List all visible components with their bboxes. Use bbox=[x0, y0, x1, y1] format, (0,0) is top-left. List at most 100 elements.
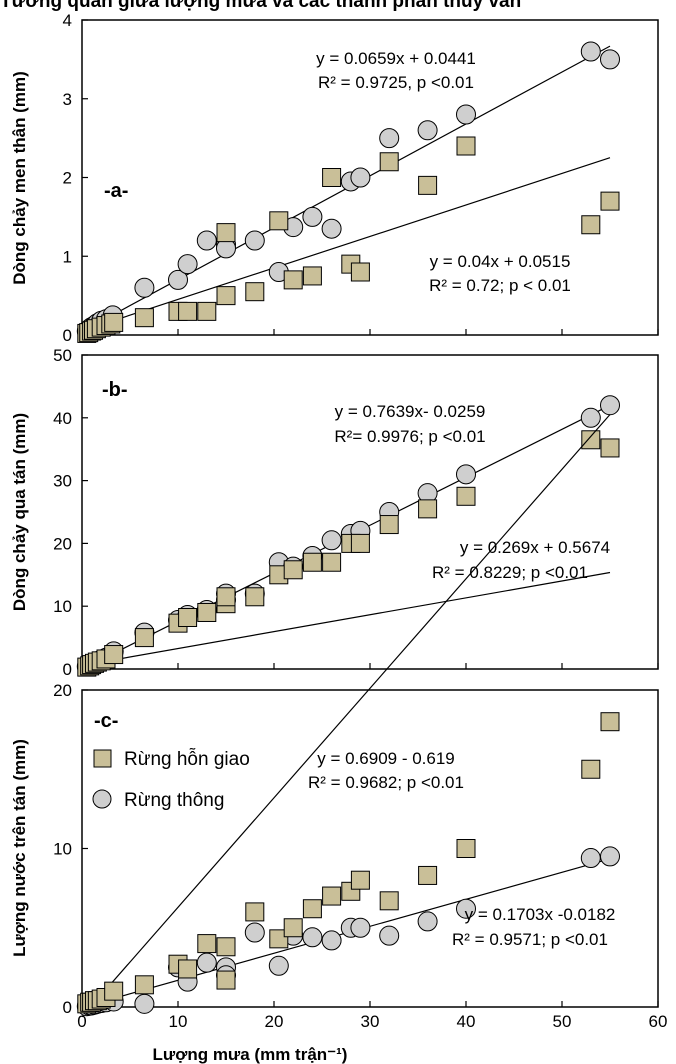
panel-a-point-square bbox=[302, 266, 322, 286]
legend-label-pine-forest: Rừng thông bbox=[124, 790, 224, 811]
panel-a-point-circle bbox=[600, 49, 620, 70]
panel-a-point-circle bbox=[379, 128, 400, 149]
panel-c-xtick-label: 60 bbox=[649, 1012, 668, 1031]
panel-b-point-square bbox=[379, 515, 399, 535]
panel-c-point-circle bbox=[379, 925, 400, 946]
panel-c-frame bbox=[81, 689, 659, 1008]
panel-b-point-square bbox=[418, 499, 438, 519]
panel-b-point-circle bbox=[321, 530, 342, 551]
panel-b-point-square bbox=[283, 560, 303, 580]
panel-c-point-circle bbox=[580, 848, 601, 869]
panel-a-point-square bbox=[456, 136, 476, 156]
panel-a-point-square bbox=[216, 286, 236, 306]
panel-b-point-square bbox=[600, 438, 620, 458]
panel-b-point-square bbox=[581, 430, 601, 450]
panel-b-point-square bbox=[134, 628, 154, 648]
panel-b-tag: -b- bbox=[102, 379, 128, 401]
panel-c-ylabel: Lượng nước trên tán (mm) bbox=[10, 739, 29, 957]
panel-a-point-circle bbox=[417, 120, 438, 141]
panel-b-ytick-label: 0 bbox=[63, 660, 72, 679]
panel-b-point-square bbox=[178, 608, 198, 628]
panel-c-point-circle bbox=[417, 911, 438, 932]
panel-c-point-square bbox=[600, 712, 620, 732]
panel-a-ytick-label: 2 bbox=[63, 169, 72, 188]
panel-a-point-square bbox=[600, 191, 620, 211]
panel-a-point-square bbox=[283, 270, 303, 290]
panel-c-point-circle bbox=[456, 898, 476, 919]
panel-c-trendline-square bbox=[81, 414, 611, 1018]
panel-c-point-circle bbox=[196, 952, 217, 973]
panel-c-point-square bbox=[350, 870, 370, 890]
legend-circle-marker bbox=[92, 789, 112, 809]
panel-c-point-square bbox=[283, 918, 303, 938]
legend-square-marker bbox=[93, 749, 112, 768]
panel-c-point-square bbox=[379, 891, 399, 911]
panel-b-point-square bbox=[216, 587, 236, 607]
panel-a-point-square bbox=[322, 168, 342, 187]
panel-c-xtick-label: 50 bbox=[553, 1012, 572, 1031]
panel-b-ytick-label: 10 bbox=[53, 597, 72, 616]
panel-a-marks bbox=[76, 41, 620, 343]
panel-a-point-square bbox=[178, 301, 198, 321]
panel-a-ticks: 0 1 2 3 4 bbox=[63, 11, 659, 345]
panel-a-point-circle bbox=[244, 230, 265, 251]
panel-a-point-circle bbox=[168, 269, 188, 290]
top-caption-fragment: Tương quan giữa lượng mưa và các thành p… bbox=[0, 0, 676, 14]
panel-b-point-square bbox=[104, 645, 124, 665]
panel-c-tag: -c- bbox=[94, 710, 118, 732]
panel-a-point-circle bbox=[350, 167, 371, 188]
panel-c-ytick-label: 10 bbox=[53, 840, 72, 859]
panel-c-point-circle bbox=[244, 922, 265, 943]
panel-a-point-circle bbox=[196, 230, 217, 251]
panel-b-trendline-square bbox=[81, 571, 611, 667]
panel-b-stats-square: R² = 0.8229; p <0.01 bbox=[432, 563, 588, 582]
panel-a-ylabel: Dòng chảy men thân (mm) bbox=[10, 71, 29, 284]
panel-c-point-square bbox=[302, 899, 322, 919]
panel-c-point-circle bbox=[600, 846, 620, 867]
panel-a-point-square bbox=[379, 152, 399, 172]
panel-a-ytick-label: 3 bbox=[63, 90, 72, 109]
panel-c-point-square bbox=[418, 865, 438, 885]
panel-b-point-square bbox=[350, 533, 370, 553]
panel-b-marks bbox=[76, 395, 620, 677]
panel-a-point-circle bbox=[321, 218, 342, 239]
panel-c-point-circle bbox=[302, 927, 323, 948]
panel-a-point-circle bbox=[456, 104, 476, 125]
panel-b-point-square bbox=[322, 552, 342, 572]
panel-c-point-square bbox=[197, 934, 217, 954]
legend: Rừng hỗn giao Rừng thông bbox=[92, 748, 250, 811]
panel-b: 0 10 20 30 40 50 -b- Dòng chảy qua tán (mm) y… bbox=[10, 346, 659, 679]
panel-c-xlabel: Lượng mưa (mm trận⁻¹) bbox=[153, 1045, 348, 1064]
panel-c-marks bbox=[76, 712, 620, 1017]
top-caption-text: Tương quan giữa lượng mưa và các thành p… bbox=[0, 0, 522, 12]
panel-a-point-square bbox=[418, 175, 438, 195]
panel-b-point-circle bbox=[600, 395, 620, 416]
panel-a: 0 1 2 3 4 -a- Dòng chảy men thân (mm) y = 0.… bbox=[10, 11, 659, 345]
panel-c-point-circle bbox=[268, 955, 289, 976]
panel-b-ytick-label: 20 bbox=[53, 534, 72, 553]
panel-c-xtick-label: 40 bbox=[457, 1012, 476, 1031]
panel-b-point-square bbox=[245, 587, 265, 607]
panel-c-point-circle bbox=[350, 917, 371, 938]
panel-a-point-square bbox=[269, 211, 289, 231]
panel-a-ytick-label: 4 bbox=[63, 11, 72, 30]
panel-c-point-square bbox=[456, 839, 476, 858]
panel-a-point-square bbox=[581, 215, 601, 235]
panel-c-xtick-label: 10 bbox=[169, 1012, 188, 1031]
panel-a-point-circle bbox=[580, 41, 601, 62]
panel-b-point-circle bbox=[456, 464, 476, 485]
panel-b-ticks: 0 10 20 30 40 50 bbox=[53, 346, 659, 679]
panel-c-stats-square: R² = 0.9682; p <0.01 bbox=[308, 773, 464, 792]
panel-a-eq-square: y = 0.04x + 0.0515 bbox=[430, 252, 571, 271]
panel-b-point-square bbox=[302, 552, 322, 572]
panel-a-point-circle bbox=[134, 277, 155, 298]
panel-a-stats-square: R² = 0.72; p < 0.01 bbox=[429, 276, 571, 295]
panel-c-point-square bbox=[322, 886, 342, 906]
panel-b-ytick-label: 40 bbox=[53, 409, 72, 428]
panel-c-point-circle bbox=[321, 930, 342, 951]
panel-a-point-circle bbox=[302, 206, 323, 227]
panel-a-tag: -a- bbox=[104, 180, 128, 202]
panel-b-ytick-label: 50 bbox=[53, 346, 72, 365]
panel-c: 0 10 20 0 10 20 30 40 50 60 -c- Lượng nước trên t… bbox=[10, 414, 668, 1064]
panel-c-point-square bbox=[216, 937, 236, 957]
